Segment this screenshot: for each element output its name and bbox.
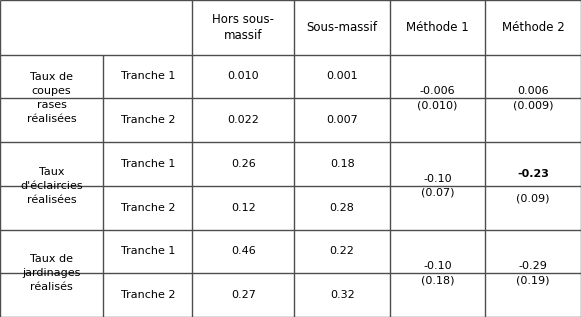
- Text: Taux de
coupes
rases
réalisées: Taux de coupes rases réalisées: [27, 72, 77, 124]
- Text: Méthode 2: Méthode 2: [502, 21, 565, 34]
- Text: 0.18: 0.18: [330, 159, 354, 169]
- Text: Tranche 1: Tranche 1: [121, 71, 175, 81]
- Text: (0.09): (0.09): [517, 193, 550, 203]
- Text: Taux
d'éclaircies
réalisées: Taux d'éclaircies réalisées: [20, 167, 83, 205]
- Text: 0.022: 0.022: [227, 115, 259, 125]
- Text: 0.010: 0.010: [228, 71, 259, 81]
- Text: Tranche 2: Tranche 2: [121, 203, 175, 213]
- Text: -0.23: -0.23: [517, 169, 549, 178]
- Text: Tranche 1: Tranche 1: [121, 246, 175, 256]
- Text: Sous-massif: Sous-massif: [307, 21, 378, 34]
- Text: 0.46: 0.46: [231, 246, 256, 256]
- Text: 0.22: 0.22: [329, 246, 354, 256]
- Text: -0.006
(0.010): -0.006 (0.010): [418, 86, 458, 110]
- Text: Taux de
jardinages
réalisés: Taux de jardinages réalisés: [23, 254, 81, 292]
- Text: 0.26: 0.26: [231, 159, 256, 169]
- Text: 0.007: 0.007: [327, 115, 358, 125]
- Text: 0.006
(0.009): 0.006 (0.009): [513, 86, 554, 110]
- Text: -0.10
(0.07): -0.10 (0.07): [421, 174, 454, 198]
- Text: Tranche 2: Tranche 2: [121, 115, 175, 125]
- Text: Tranche 2: Tranche 2: [121, 290, 175, 300]
- Text: 0.27: 0.27: [231, 290, 256, 300]
- Text: 0.001: 0.001: [327, 71, 358, 81]
- Text: Tranche 1: Tranche 1: [121, 159, 175, 169]
- Text: Méthode 1: Méthode 1: [406, 21, 469, 34]
- Text: -0.29
(0.19): -0.29 (0.19): [517, 261, 550, 285]
- Text: 0.28: 0.28: [329, 203, 354, 213]
- Text: -0.10
(0.18): -0.10 (0.18): [421, 261, 454, 285]
- Text: 0.32: 0.32: [330, 290, 354, 300]
- Text: 0.12: 0.12: [231, 203, 256, 213]
- Text: Hors sous-
massif: Hors sous- massif: [213, 13, 274, 42]
